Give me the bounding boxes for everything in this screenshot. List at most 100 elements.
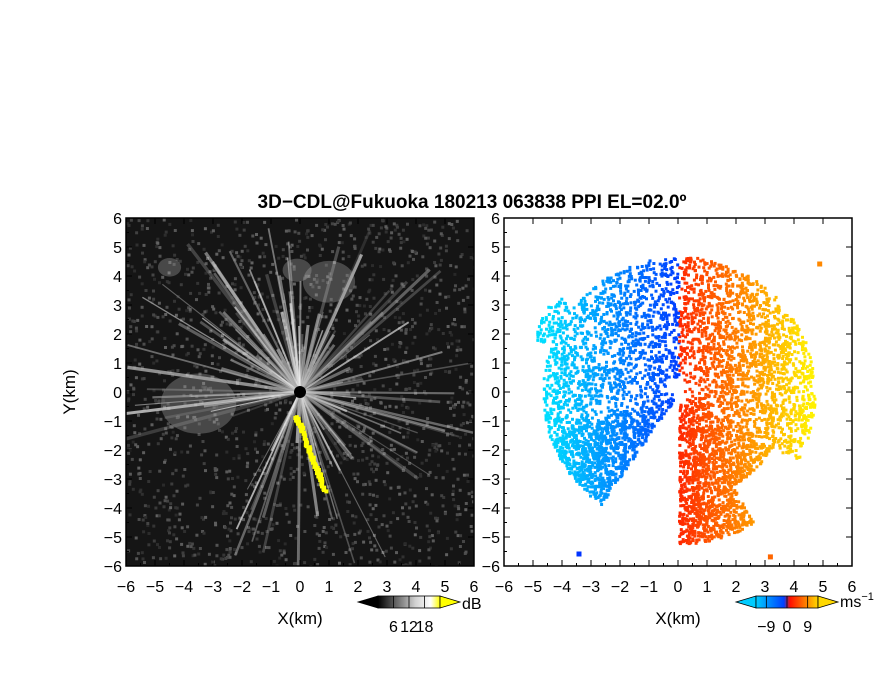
- noise-pixel: [406, 406, 410, 410]
- noise-pixel: [411, 341, 415, 345]
- noise-pixel: [388, 249, 392, 253]
- velocity-pixel: [594, 387, 597, 391]
- velocity-pixel: [614, 401, 618, 405]
- velocity-pixel: [536, 338, 540, 342]
- noise-pixel: [381, 384, 385, 388]
- noise-pixel: [235, 251, 239, 255]
- noise-pixel: [265, 530, 269, 533]
- noise-pixel: [372, 273, 376, 277]
- noise-pixel: [407, 520, 411, 523]
- noise-pixel: [208, 418, 212, 421]
- noise-pixel: [377, 525, 381, 529]
- velocity-pixel: [649, 267, 653, 271]
- velocity-pixel: [540, 319, 544, 323]
- velocity-pixel: [678, 519, 681, 523]
- noise-pixel: [140, 224, 144, 228]
- velocity-pixel: [679, 347, 683, 351]
- velocity-pixel: [603, 492, 607, 496]
- y-tick-label: 3: [113, 298, 122, 315]
- velocity-pixel: [643, 431, 647, 435]
- velocity-pixel: [590, 416, 594, 420]
- noise-pixel: [245, 511, 249, 515]
- noise-pixel: [185, 353, 189, 357]
- velocity-pixel: [539, 337, 543, 341]
- echo-blob: [160, 373, 237, 434]
- noise-pixel: [197, 355, 201, 359]
- noise-pixel: [130, 457, 134, 461]
- noise-pixel: [246, 461, 250, 465]
- velocity-pixel: [602, 349, 606, 352]
- velocity-pixel: [679, 345, 683, 349]
- noise-pixel: [247, 273, 251, 277]
- noise-pixel: [386, 471, 390, 475]
- velocity-pixel: [555, 321, 559, 325]
- velocity-pixel: [718, 274, 722, 278]
- velocity-pixel: [586, 421, 590, 425]
- velocity-pixel: [604, 446, 608, 450]
- noise-pixel: [143, 504, 147, 508]
- noise-pixel: [419, 474, 423, 478]
- noise-pixel: [408, 387, 412, 391]
- velocity-pixel: [548, 333, 552, 337]
- velocity-pixel: [610, 437, 614, 441]
- velocity-pixel: [713, 485, 717, 489]
- noise-pixel: [165, 280, 169, 284]
- noise-pixel: [419, 381, 423, 385]
- noise-pixel: [238, 233, 242, 237]
- velocity-pixel: [569, 350, 573, 354]
- velocity-pixel: [565, 324, 569, 328]
- velocity-pixel: [590, 426, 594, 430]
- velocity-pixel: [604, 416, 608, 420]
- noise-pixel: [199, 389, 203, 393]
- noise-pixel: [367, 290, 371, 294]
- noise-pixel: [431, 443, 435, 447]
- noise-pixel: [454, 530, 458, 534]
- noise-pixel: [444, 244, 448, 248]
- velocity-pixel: [622, 449, 626, 453]
- velocity-pixel: [662, 383, 666, 387]
- noise-pixel: [143, 427, 147, 431]
- velocity-pixel: [631, 350, 635, 354]
- velocity-pixel: [595, 463, 599, 467]
- noise-pixel: [210, 362, 214, 365]
- velocity-pixel: [661, 371, 664, 375]
- velocity-pixel: [610, 389, 613, 393]
- velocity-pixel: [582, 405, 586, 409]
- noise-pixel: [238, 516, 242, 520]
- noise-pixel: [236, 475, 240, 479]
- velocity-pixel: [729, 278, 732, 281]
- velocity-pixel: [664, 298, 668, 302]
- velocity-pixel: [689, 341, 693, 345]
- noise-pixel: [305, 232, 308, 236]
- velocity-pixel: [651, 314, 655, 318]
- velocity-pixel: [579, 402, 583, 406]
- velocity-pixel: [693, 308, 697, 311]
- noise-pixel: [187, 248, 191, 251]
- noise-pixel: [263, 491, 267, 495]
- noise-pixel: [345, 308, 349, 312]
- noise-pixel: [289, 262, 293, 266]
- noise-pixel: [227, 553, 231, 557]
- velocity-pixel: [554, 353, 558, 356]
- echo-blob: [302, 260, 356, 303]
- noise-pixel: [151, 556, 155, 560]
- noise-pixel: [298, 239, 302, 243]
- noise-pixel: [384, 405, 387, 409]
- noise-pixel: [427, 529, 431, 533]
- noise-pixel: [201, 385, 205, 389]
- velocity-pixel: [626, 346, 630, 350]
- noise-pixel: [152, 539, 156, 543]
- velocity-pixel: [555, 395, 559, 399]
- velocity-pixel: [677, 316, 680, 320]
- velocity-pixel: [601, 439, 605, 443]
- velocity-pixel: [599, 291, 603, 295]
- strong-echo-pixel: [324, 489, 329, 494]
- noise-pixel: [392, 261, 396, 265]
- velocity-pixel: [678, 478, 682, 482]
- velocity-pixel: [587, 367, 591, 371]
- velocity-pixel: [571, 417, 574, 421]
- velocity-pixel: [562, 429, 566, 433]
- velocity-pixel: [624, 461, 627, 465]
- velocity-pixel: [654, 272, 658, 276]
